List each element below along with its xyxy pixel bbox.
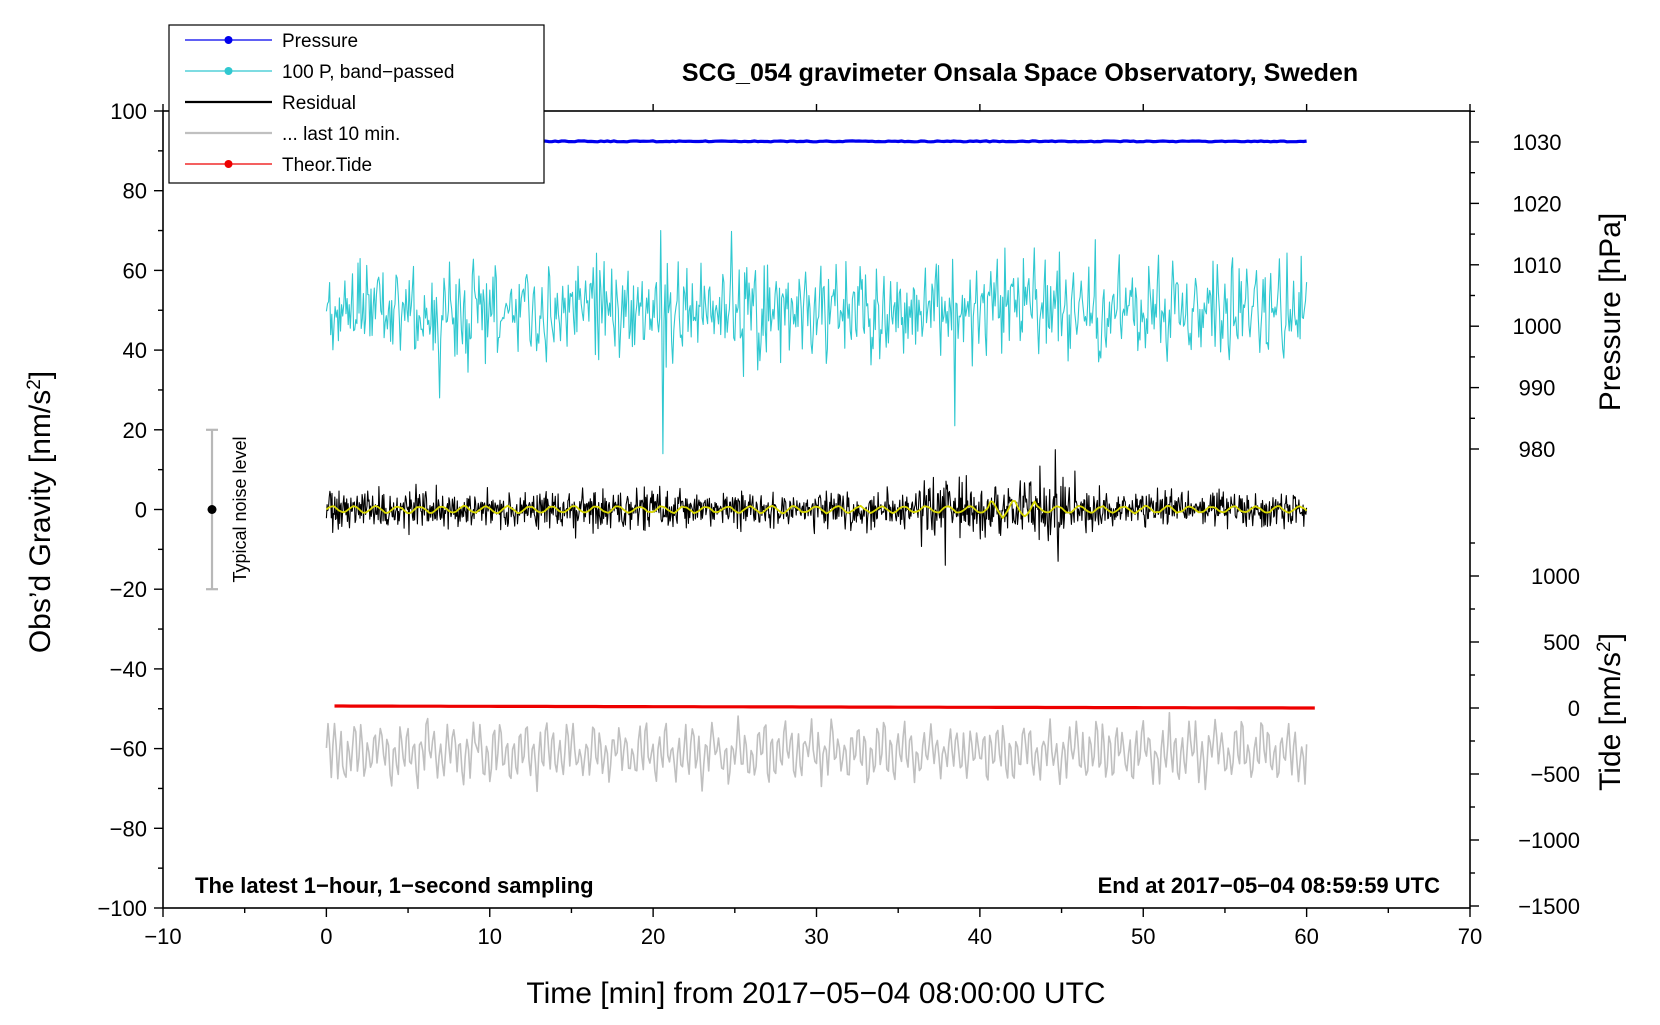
- noise-level-indicator: Typical noise level: [206, 428, 250, 591]
- x-tick-label: 10: [478, 924, 502, 949]
- pressure-tick-label: 1010: [1513, 253, 1562, 278]
- x-tick-label: 30: [804, 924, 828, 949]
- x-tick-label: 70: [1458, 924, 1482, 949]
- y-left-tick-label: 60: [123, 258, 147, 283]
- x-tick-label: 40: [968, 924, 992, 949]
- legend-label: Pressure: [282, 31, 358, 52]
- series-band-passed: [325, 230, 1308, 455]
- noise-bar-label: Typical noise level: [230, 436, 250, 582]
- legend-label: 100 P, band−passed: [282, 62, 454, 83]
- y-left-tick-label: 100: [110, 99, 147, 124]
- pressure-tick-label: 990: [1519, 376, 1556, 401]
- legend-marker: [224, 67, 233, 75]
- pressure-axis-ticks: 980 990 1000 1010 1020 1030: [1470, 110, 1562, 462]
- legend-label: Theor.Tide: [282, 155, 372, 176]
- y-left-tick-label: −20: [110, 577, 147, 602]
- tide-tick-label: −1000: [1518, 828, 1580, 853]
- y-left-axis-title: Obs’d Gravity [nm/s2]: [24, 371, 58, 653]
- tide-tick-label: 500: [1543, 630, 1580, 655]
- x-tick-label: 50: [1131, 924, 1155, 949]
- legend: Pressure 100 P, band−passed Residual ... la…: [168, 24, 545, 184]
- pressure-tick-label: 1020: [1513, 191, 1562, 216]
- pressure-tick-label: 1000: [1513, 314, 1562, 339]
- x-tick-label: 0: [320, 924, 332, 949]
- y-left-tick-label: 80: [123, 179, 147, 204]
- legend-marker: [224, 36, 233, 44]
- y-left-tick-label: 40: [123, 338, 147, 363]
- pressure-tick-label: 980: [1519, 437, 1556, 462]
- sampling-note: The latest 1−hour, 1−second sampling: [195, 873, 594, 898]
- legend-label: ... last 10 min.: [282, 124, 400, 145]
- pressure-tick-label: 1030: [1513, 130, 1562, 155]
- legend-items: Pressure 100 P, band−passed Residual ... la…: [185, 31, 454, 176]
- pressure-axis-title: Pressure [hPa]: [1594, 213, 1627, 411]
- y-left-axis-ticks: −100 −80 −60 −40 −20 0 20 40 60 80 100: [97, 99, 163, 921]
- x-tick-label: 60: [1294, 924, 1318, 949]
- end-time-note: End at 2017−05−04 08:59:59 UTC: [1098, 873, 1441, 898]
- y-left-tick-label: 20: [123, 418, 147, 443]
- legend-marker: [224, 160, 233, 168]
- tide-tick-label: 0: [1568, 696, 1580, 721]
- tide-axis-title: Tide [nm/s2]: [1594, 633, 1628, 791]
- noise-bar-dot: [207, 505, 217, 514]
- y-left-tick-label: −40: [110, 657, 147, 682]
- series-theor-tide: [334, 704, 1315, 710]
- x-tick-label: −10: [144, 924, 181, 949]
- tide-axis-ticks: −1500 −1000 −500 0 500 1000: [1470, 542, 1580, 919]
- series-residual-smoothed: [325, 500, 1308, 519]
- y-left-tick-label: −100: [97, 896, 147, 921]
- series-layer: [325, 139, 1315, 793]
- legend-label: Residual: [282, 93, 356, 114]
- tide-tick-label: −1500: [1518, 894, 1580, 919]
- tide-tick-label: −500: [1530, 762, 1580, 787]
- series-last-10-min: [325, 711, 1308, 793]
- x-axis-title: Time [min] from 2017−05−04 08:00:00 UTC: [526, 977, 1105, 1010]
- chart-title: SCG_054 gravimeter Onsala Space Observat…: [682, 59, 1358, 87]
- tide-tick-label: 1000: [1531, 564, 1580, 589]
- x-tick-label: 20: [641, 924, 665, 949]
- x-axis-ticks: −10 0 10 20 30 40 50 60 70: [144, 104, 1482, 949]
- y-left-tick-label: −80: [110, 816, 147, 841]
- legend-box: [168, 24, 545, 184]
- y-left-tick-label: −60: [110, 737, 147, 762]
- y-left-tick-label: 0: [135, 498, 147, 523]
